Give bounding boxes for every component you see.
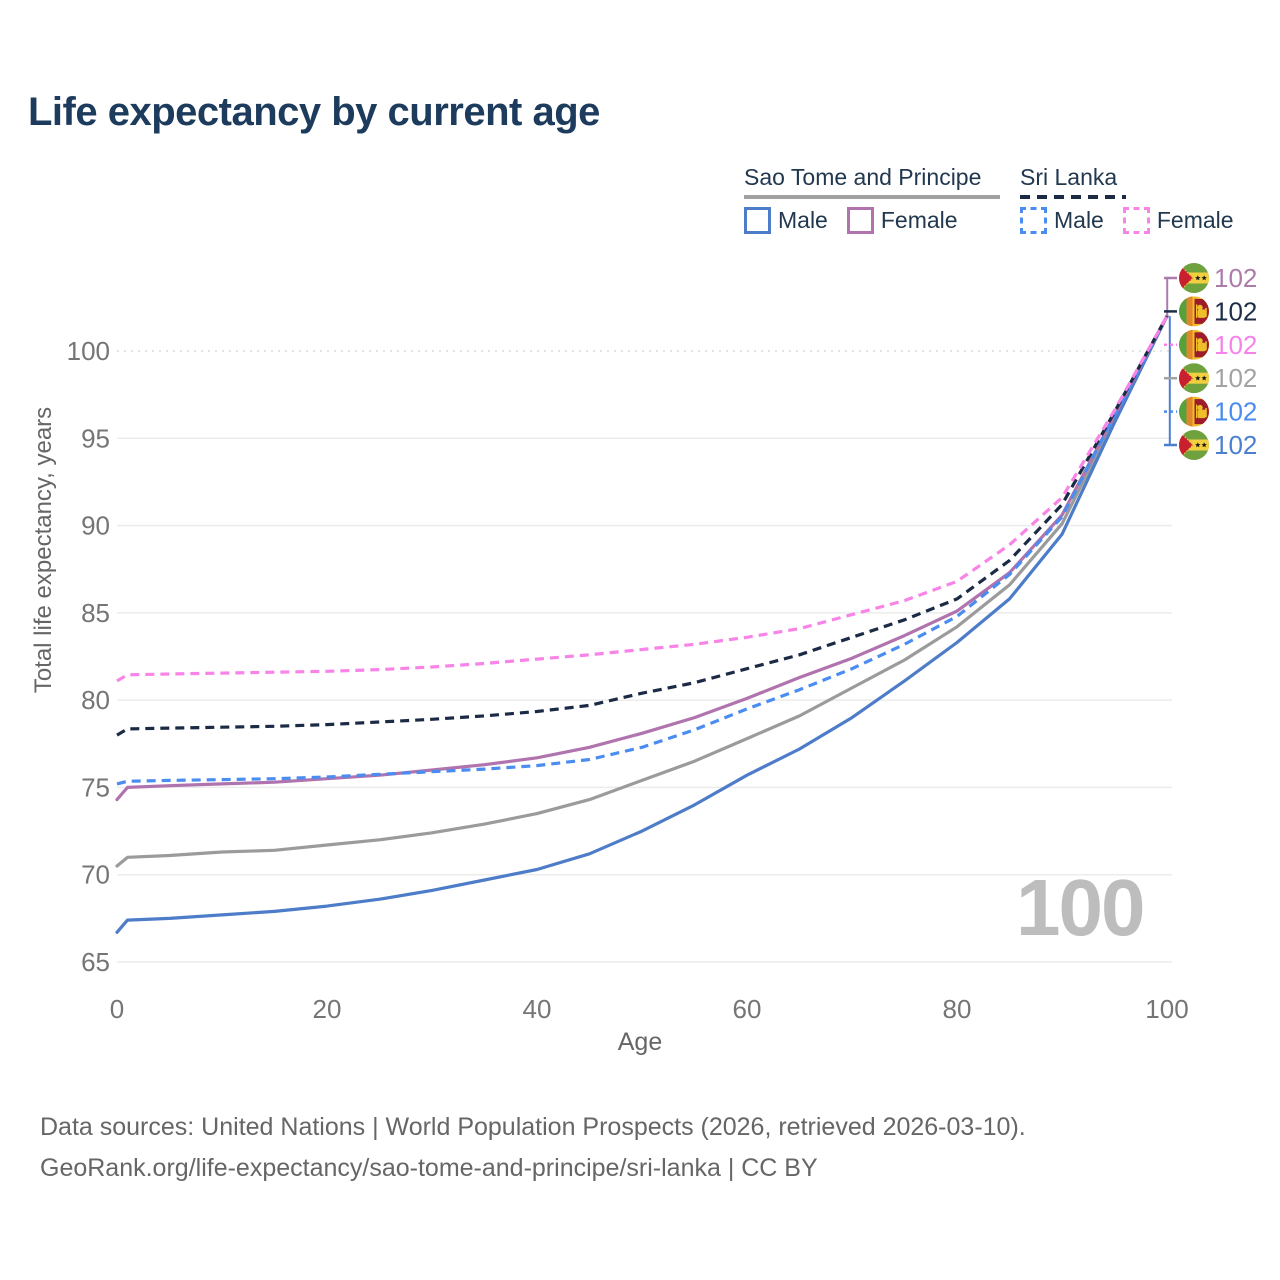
series-line-sao-tome-and-principe-male[interactable] (115, 314, 1169, 934)
x-tick-label: 100 (1145, 994, 1188, 1024)
x-tick-label: 60 (733, 994, 762, 1024)
sri-lanka-flag-icon (1179, 329, 1209, 360)
end-value-label: 102 (1214, 397, 1257, 427)
x-tick-label: 40 (523, 994, 552, 1024)
y-tick-label: 95 (81, 423, 110, 453)
end-value-label: 102 (1214, 330, 1257, 360)
sao-tome-and-principe-flag-icon (1179, 430, 1209, 460)
series-line-sri-lanka-male[interactable] (116, 315, 1169, 786)
series-line-sao-tome-and-principe-female[interactable] (115, 314, 1169, 802)
legend-item-label: Female (880, 207, 958, 233)
st-male-swatch-icon (744, 207, 771, 234)
end-value-label: 102 (1214, 296, 1257, 326)
y-tick-label: 100 (67, 336, 110, 366)
solid-line-sample (744, 195, 1000, 199)
y-tick-label: 75 (81, 772, 110, 802)
y-axis-title: Total life expectancy, years (30, 406, 57, 694)
sri-lanka-flag-icon (1179, 396, 1209, 427)
dashed-line-sample (1020, 195, 1126, 199)
end-value-label: 102 (1214, 430, 1257, 460)
legend-item-st-female[interactable]: Female (846, 207, 958, 234)
legend-item-sl-female[interactable]: Female (1122, 207, 1234, 234)
legend-item-st-male[interactable]: Male (744, 207, 828, 234)
legend-group-title-sao-tome: Sao Tome and Principe (744, 164, 982, 190)
legend-item-label: Male (1054, 207, 1104, 233)
y-tick-label: 65 (81, 947, 110, 977)
sao-tome-and-principe-flag-icon (1179, 263, 1209, 293)
st-female-swatch-icon (846, 207, 874, 234)
y-tick-label: 80 (81, 685, 110, 715)
legend-group-title-sri-lanka: Sri Lanka (1020, 164, 1118, 190)
footer-attribution: GeoRank.org/life-expectancy/sao-tome-and… (40, 1154, 818, 1182)
chart-title: Life expectancy by current age (28, 90, 600, 134)
footer-data-sources: Data sources: United Nations | World Pop… (40, 1113, 1026, 1141)
sl-male-swatch-icon (1020, 207, 1047, 234)
y-tick-label: 85 (81, 598, 110, 628)
x-axis-title: Age (617, 1028, 663, 1056)
end-value-label: 102 (1214, 363, 1257, 393)
legend-group-sri-lanka: Sri Lanka Male Female (1020, 164, 1240, 234)
x-tick-label: 80 (943, 994, 972, 1024)
age-watermark: 100 (1016, 863, 1145, 952)
sri-lanka-flag-icon (1179, 296, 1209, 327)
legend-item-sl-male[interactable]: Male (1020, 207, 1104, 234)
y-tick-label: 70 (81, 860, 110, 890)
series-line-sri-lanka-female[interactable] (116, 315, 1169, 683)
y-tick-label: 90 (81, 511, 110, 541)
x-tick-label: 20 (313, 994, 342, 1024)
series-line-sao-tome-and-principe-total[interactable] (115, 314, 1169, 868)
sao-tome-and-principe-flag-icon (1179, 363, 1209, 394)
end-value-label: 102 (1214, 263, 1257, 293)
sl-female-swatch-icon (1122, 207, 1150, 234)
x-tick-label: 0 (110, 994, 124, 1024)
legend-group-sao-tome-and-principe: Sao Tome and Principe Male Female (744, 164, 1002, 234)
legend: Sao Tome and Principe Male Female Sri La… (744, 164, 1240, 234)
series-line-sri-lanka-total[interactable] (116, 315, 1169, 737)
footer: Data sources: United Nations | World Pop… (40, 1107, 1026, 1189)
legend-item-label: Female (1156, 207, 1234, 233)
legend-item-label: Male (778, 207, 828, 233)
